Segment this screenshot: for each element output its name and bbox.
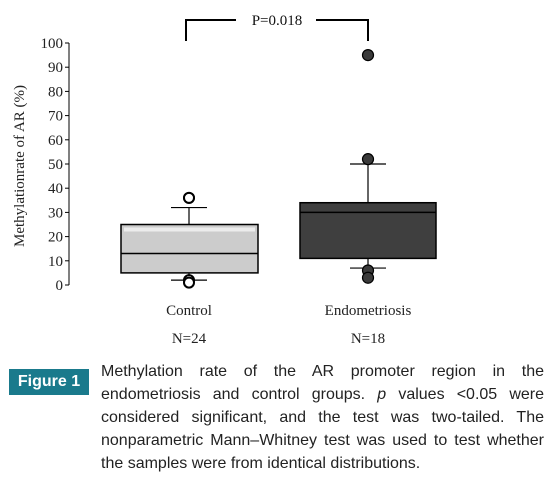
y-tick-label: 100 [41, 36, 64, 52]
box-highlight [124, 227, 255, 232]
p-value-label: P=0.018 [252, 13, 303, 29]
x-n-label: N=18 [351, 331, 385, 347]
y-tick-label: 50 [48, 157, 63, 173]
x-labels: Control N=24 Endometriosis N=18 [166, 303, 411, 347]
outlier-point [361, 271, 375, 284]
y-tick-label: 10 [48, 254, 63, 270]
box-control [120, 191, 259, 289]
x-category-label: Control [166, 303, 212, 319]
box-endometriosis [299, 48, 437, 284]
x-n-label: N=24 [172, 331, 207, 347]
significance-bracket: P=0.018 [185, 9, 369, 41]
outlier-point [361, 48, 375, 62]
x-category-label: Endometriosis [325, 303, 412, 319]
y-tick-label: 30 [48, 205, 63, 221]
y-tick-label: 60 [48, 133, 63, 149]
y-tick-label: 0 [56, 278, 64, 294]
iqr-box [299, 201, 437, 260]
boxes [120, 48, 437, 289]
y-tick-label: 90 [48, 60, 63, 76]
caption-text-2: values <0.05 were considered significant… [101, 386, 545, 472]
figure-label: Figure 1 [9, 369, 89, 395]
iqr-box [120, 223, 259, 274]
caption-p-italic: p [377, 386, 387, 403]
box-plot: Methylationrate of AR (%) 0 10 20 30 40 50 60 7… [12, 9, 437, 347]
caption-text-1: Methylation rate of the AR promoter regi… [101, 363, 544, 403]
y-tick-label: 40 [48, 181, 63, 197]
y-axis-label: Methylationrate of AR (%) [12, 85, 28, 247]
outlier-point [183, 276, 195, 289]
y-tick-label: 80 [48, 84, 63, 100]
bracket-label-bg [236, 9, 316, 31]
y-tick-label: 20 [48, 230, 63, 246]
outlier-point [183, 191, 195, 204]
outlier-point [361, 153, 375, 166]
y-axis: 0 10 20 30 40 50 60 70 80 90 100 [41, 36, 70, 294]
figure-caption: Methylation rate of the AR promoter regi… [101, 360, 544, 475]
y-tick-label: 70 [48, 109, 63, 125]
